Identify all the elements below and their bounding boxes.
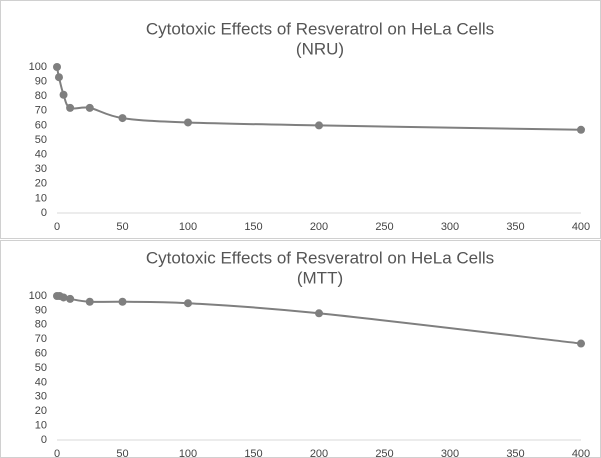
y-tick-label: 20 — [35, 178, 47, 190]
x-tick-label: 200 — [310, 221, 328, 233]
y-tick-label: 60 — [35, 348, 47, 360]
x-tick-label: 350 — [506, 448, 524, 458]
x-tick-label: 100 — [179, 448, 197, 458]
series-line — [56, 294, 582, 345]
data-point — [54, 73, 63, 82]
data-point — [577, 339, 585, 348]
y-tick-label: 80 — [35, 90, 47, 102]
x-tick-label: 300 — [441, 448, 459, 458]
x-tick-label: 400 — [572, 221, 590, 233]
x-tick-label: 0 — [54, 448, 60, 458]
data-point — [577, 125, 585, 134]
data-point — [59, 90, 68, 99]
data-point — [85, 103, 94, 112]
x-tick-label: 200 — [310, 448, 328, 458]
chart-title: Cytotoxic Effects of Resveratrol on HeLa… — [146, 19, 494, 38]
data-point — [118, 114, 127, 123]
y-tick-label: 80 — [35, 319, 47, 331]
y-tick-label: 0 — [41, 434, 47, 446]
x-tick-label: 400 — [572, 448, 590, 458]
data-point — [59, 293, 68, 302]
data-point — [66, 103, 75, 112]
x-tick-label: 300 — [441, 221, 459, 233]
y-tick-label: 50 — [35, 362, 47, 374]
chart-subtitle: (MTT) — [297, 268, 343, 287]
data-point — [184, 118, 192, 127]
chart-subtitle: (NRU) — [296, 39, 344, 58]
data-point — [118, 297, 127, 306]
y-tick-label: 100 — [29, 290, 47, 302]
y-tick-label: 40 — [35, 149, 47, 161]
y-tick-label: 30 — [35, 163, 47, 175]
y-tick-label: 10 — [35, 420, 47, 432]
y-tick-label: 100 — [29, 61, 47, 73]
y-tick-label: 70 — [35, 333, 47, 345]
y-tick-label: 70 — [35, 105, 47, 117]
y-tick-label: 10 — [35, 192, 47, 204]
x-tick-label: 0 — [54, 221, 60, 233]
x-tick-label: 350 — [506, 221, 524, 233]
x-tick-label: 100 — [179, 221, 197, 233]
series-line — [56, 66, 582, 131]
x-tick-label: 250 — [375, 448, 393, 458]
y-tick-label: 40 — [35, 376, 47, 388]
data-point — [66, 294, 75, 303]
x-tick-label: 150 — [244, 448, 262, 458]
y-tick-label: 30 — [35, 391, 47, 403]
y-tick-label: 50 — [35, 134, 47, 146]
data-point — [53, 63, 61, 71]
y-tick-label: 0 — [41, 207, 47, 219]
data-point — [315, 121, 323, 130]
x-tick-label: 250 — [375, 221, 393, 233]
data-point — [315, 309, 323, 318]
x-tick-label: 150 — [244, 221, 262, 233]
y-tick-label: 60 — [35, 119, 47, 131]
x-tick-label: 50 — [116, 221, 128, 233]
chart-title: Cytotoxic Effects of Resveratrol on HeLa… — [146, 248, 494, 267]
y-tick-label: 90 — [35, 76, 47, 88]
y-tick-label: 20 — [35, 405, 47, 417]
y-tick-label: 90 — [35, 304, 47, 316]
data-point — [85, 297, 94, 306]
x-tick-label: 50 — [116, 448, 128, 458]
data-point — [184, 299, 192, 308]
